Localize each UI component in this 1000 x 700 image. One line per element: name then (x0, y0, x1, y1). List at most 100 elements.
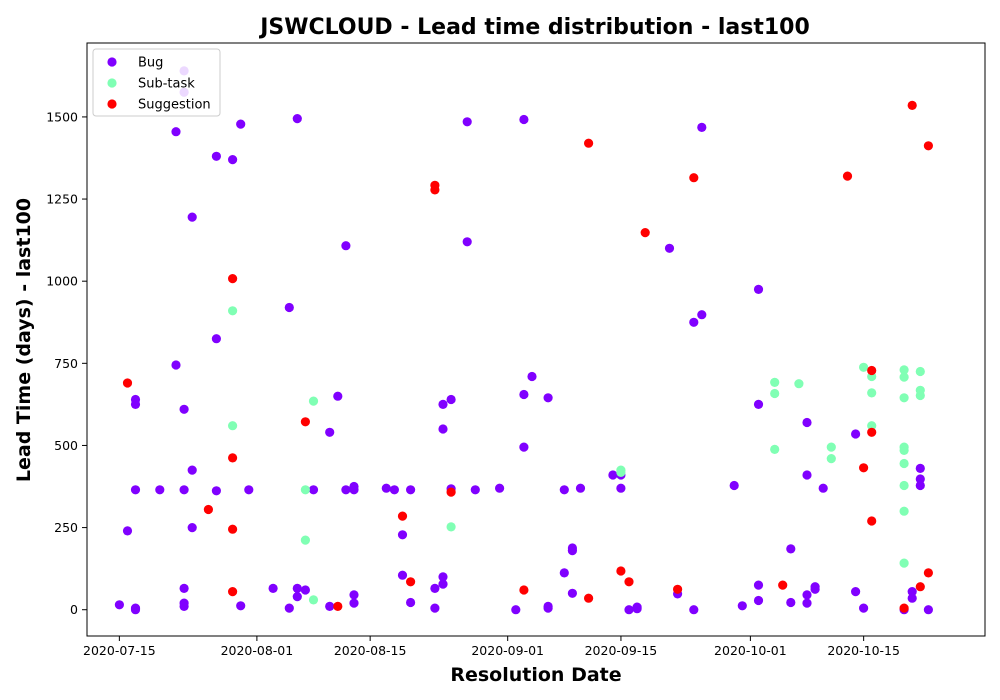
data-point (171, 127, 181, 137)
data-point (753, 399, 764, 409)
data-point (325, 601, 335, 612)
series-sub-task (228, 306, 925, 605)
x-tick-label: 2020-08-15 (334, 643, 407, 658)
data-point (292, 592, 302, 602)
data-point (179, 404, 189, 414)
data-point (438, 572, 448, 582)
data-point (923, 141, 934, 151)
data-point (697, 310, 707, 320)
data-point (268, 583, 278, 594)
y-tick-label: 0 (70, 602, 78, 617)
data-point (907, 593, 917, 603)
x-axis-label: Resolution Date (450, 664, 621, 686)
data-point (899, 372, 909, 382)
data-point (446, 522, 456, 532)
data-point (867, 421, 877, 431)
data-point (915, 480, 925, 491)
data-point (802, 470, 812, 480)
data-point (211, 486, 221, 496)
data-point (689, 173, 699, 183)
data-point (753, 284, 764, 294)
data-point (341, 485, 351, 495)
y-tick-label: 1250 (46, 192, 78, 207)
data-point (899, 558, 909, 568)
data-point (438, 399, 448, 409)
data-point (406, 485, 416, 495)
data-point (899, 393, 909, 403)
y-tick-label: 1000 (46, 274, 78, 289)
data-point (430, 583, 440, 594)
x-tick-label: 2020-07-15 (83, 643, 156, 658)
data-point (527, 371, 537, 382)
data-point (341, 241, 351, 251)
x-tick-label: 2020-10-15 (827, 643, 900, 658)
x-axis-ticks: 2020-07-15 2020-08-01 2020-08-15 2020-09-01… (83, 636, 900, 658)
data-point (899, 445, 909, 455)
data-point (826, 442, 836, 452)
data-point (575, 483, 586, 493)
data-point (308, 485, 319, 495)
data-point (818, 483, 828, 493)
data-point (859, 463, 869, 473)
data-point (770, 388, 780, 399)
data-point (616, 467, 626, 477)
data-point (349, 590, 359, 600)
data-point (770, 444, 780, 454)
data-point (519, 442, 529, 452)
data-point (211, 334, 221, 344)
data-point (381, 483, 391, 493)
data-point (228, 155, 238, 165)
data-point (624, 605, 634, 615)
data-point (406, 597, 416, 608)
data-point (907, 587, 917, 597)
data-point (867, 388, 877, 398)
data-point (584, 138, 594, 148)
data-point (786, 597, 796, 608)
data-point (228, 524, 238, 534)
data-point (284, 302, 294, 313)
legend-marker (107, 78, 117, 88)
data-point (689, 317, 699, 327)
data-point (325, 427, 335, 437)
x-tick-label: 2020-10-01 (714, 643, 787, 658)
y-axis-label: Lead Time (days) - last100 (13, 198, 35, 482)
data-point (244, 485, 254, 495)
data-point (923, 605, 934, 615)
data-point (397, 530, 408, 540)
data-point (915, 366, 925, 377)
data-point (673, 584, 683, 594)
data-point (236, 601, 246, 611)
data-point (236, 119, 246, 129)
legend-box (92, 48, 221, 117)
data-point (915, 474, 925, 484)
data-point (899, 603, 909, 613)
data-point (616, 483, 626, 493)
data-point (867, 365, 877, 376)
data-point (899, 365, 909, 375)
data-point (397, 511, 408, 521)
data-point (300, 417, 310, 427)
data-point (923, 568, 934, 578)
data-point (697, 122, 707, 132)
legend: Bug Sub-task Suggestion (92, 48, 221, 117)
data-point (915, 390, 925, 401)
data-point (567, 588, 578, 598)
data-point (187, 212, 197, 222)
data-point (179, 485, 189, 495)
data-point (284, 603, 294, 613)
data-point (624, 577, 634, 587)
data-point (584, 593, 594, 603)
legend-label: Suggestion (138, 98, 211, 113)
y-tick-label: 250 (54, 520, 78, 535)
y-axis-ticks: 0 250 500 750 1000 1250 1500 (46, 109, 87, 617)
data-point (430, 185, 440, 195)
data-point (616, 566, 626, 576)
data-point (406, 577, 416, 587)
data-point (187, 465, 197, 475)
data-point (859, 603, 869, 613)
chart-title: JSWCLOUD - Lead time distribution - last… (258, 15, 810, 40)
data-point (802, 590, 812, 600)
data-point (842, 171, 853, 181)
data-point (211, 151, 221, 161)
